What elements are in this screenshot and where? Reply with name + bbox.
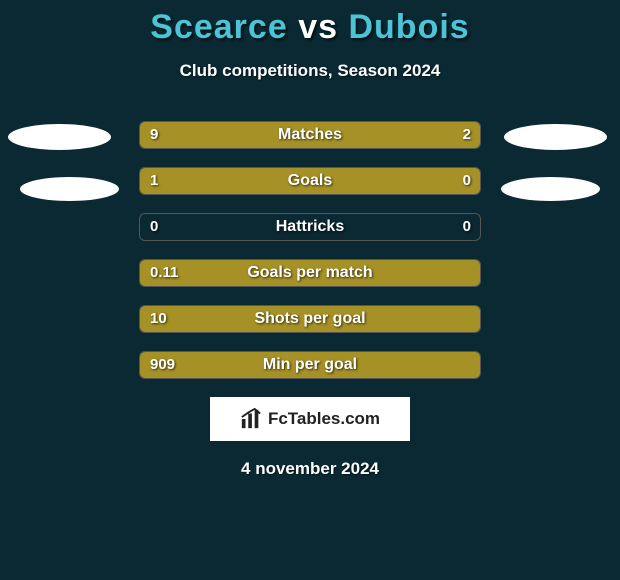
subtitle: Club competitions, Season 2024 bbox=[0, 61, 620, 81]
stat-label: Matches bbox=[139, 121, 481, 149]
branding-badge: FcTables.com bbox=[210, 397, 410, 441]
footer-date: 4 november 2024 bbox=[0, 459, 620, 479]
stat-label: Goals per match bbox=[139, 259, 481, 287]
player2-name: Dubois bbox=[348, 8, 469, 46]
vs-separator: vs bbox=[298, 8, 338, 46]
comparison-title: Scearce vs Dubois bbox=[0, 0, 620, 47]
stat-row: 909Min per goal bbox=[0, 351, 620, 379]
stat-row: 00Hattricks bbox=[0, 213, 620, 241]
stat-row: 10Goals bbox=[0, 167, 620, 195]
chart-icon bbox=[240, 408, 262, 430]
stat-label: Min per goal bbox=[139, 351, 481, 379]
stat-row: 92Matches bbox=[0, 121, 620, 149]
stat-label: Shots per goal bbox=[139, 305, 481, 333]
stat-row: 10Shots per goal bbox=[0, 305, 620, 333]
branding-text: FcTables.com bbox=[268, 409, 380, 429]
stat-label: Goals bbox=[139, 167, 481, 195]
stat-label: Hattricks bbox=[139, 213, 481, 241]
player1-name: Scearce bbox=[150, 8, 287, 46]
stat-row: 0.11Goals per match bbox=[0, 259, 620, 287]
stats-rows: 92Matches 10Goals 00Hattricks 0.11Goals per… bbox=[0, 121, 620, 379]
